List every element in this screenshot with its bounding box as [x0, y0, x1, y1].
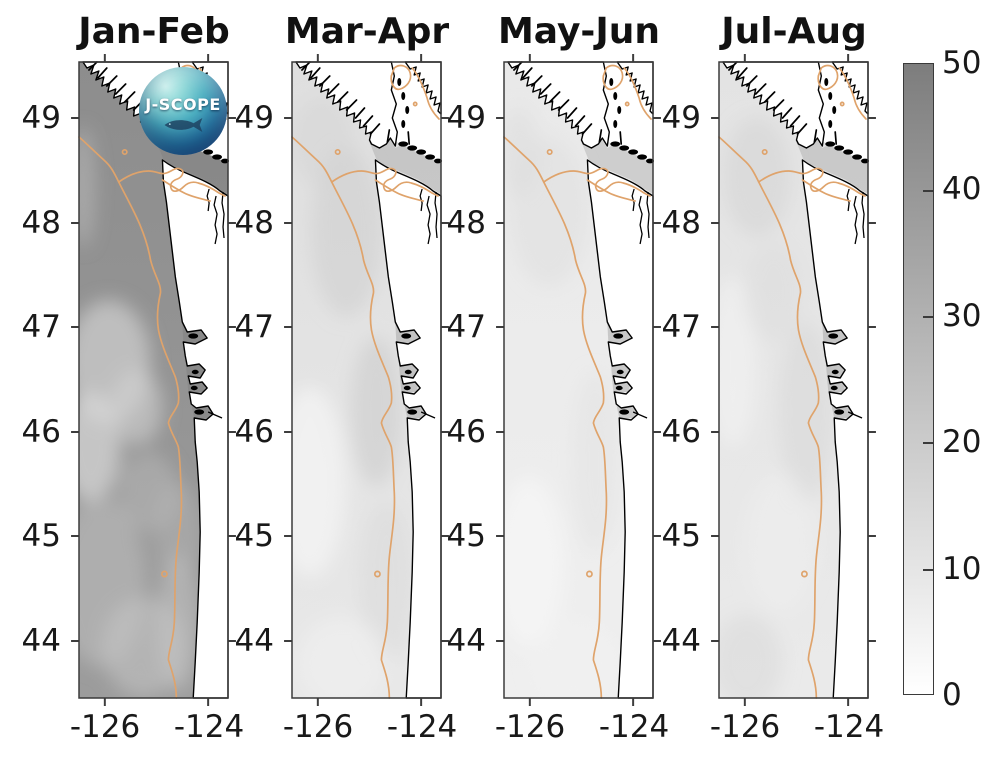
lon-tick-label: -124: [598, 709, 670, 745]
lat-tick-label: 45: [234, 518, 274, 554]
lat-tick-label: 44: [21, 623, 61, 659]
lat-tick-label: 47: [21, 309, 61, 345]
lat-tick-label: 46: [21, 414, 61, 450]
panel-title-jan-feb: Jan-Feb: [78, 11, 230, 52]
colorbar-tick-label: 10: [942, 551, 982, 587]
lat-tick-label: 47: [446, 309, 486, 345]
map-panel-mar-apr: [283, 53, 450, 707]
colorbar-tick-label: 50: [942, 45, 982, 81]
lon-tick-label: -124: [173, 709, 245, 745]
lat-tick-label: 44: [234, 623, 274, 659]
lon-tick-label: -126: [494, 709, 566, 745]
lat-tick-label: 46: [446, 414, 486, 450]
colorbar-tick-label: 0: [942, 677, 962, 713]
lat-tick-label: 48: [661, 205, 701, 241]
jscope-logo: J-SCOPE: [139, 67, 227, 155]
panel-title-may-jun: May-Jun: [497, 11, 661, 52]
lat-tick-label: 46: [234, 414, 274, 450]
map-panel-jan-feb: [70, 53, 237, 707]
lon-tick-label: -126: [282, 709, 354, 745]
colorbar-tick-label: 20: [942, 424, 982, 460]
lat-tick-label: 48: [446, 205, 486, 241]
lon-tick-label: -126: [709, 709, 781, 745]
lat-tick-label: 48: [234, 205, 274, 241]
lat-tick-label: 45: [446, 518, 486, 554]
lat-tick-label: 49: [446, 100, 486, 136]
lat-tick-label: 49: [21, 100, 61, 136]
lat-tick-label: 48: [21, 205, 61, 241]
lat-tick-label: 46: [661, 414, 701, 450]
lat-tick-label: 44: [661, 623, 701, 659]
lat-tick-label: 44: [446, 623, 486, 659]
lat-tick-label: 49: [661, 100, 701, 136]
lat-tick-label: 47: [661, 309, 701, 345]
colorbar-tick: [923, 442, 933, 444]
colorbar-tick-label: 30: [942, 298, 982, 334]
map-panel-may-jun: [495, 53, 662, 707]
colorbar: [903, 63, 934, 695]
lon-tick-label: -124: [813, 709, 885, 745]
lat-tick-label: 45: [661, 518, 701, 554]
panel-title-mar-apr: Mar-Apr: [284, 11, 450, 52]
colorbar-tick: [923, 316, 933, 318]
colorbar-tick-label: 40: [942, 171, 982, 207]
lat-tick-label: 49: [234, 100, 274, 136]
lat-tick-label: 45: [21, 518, 61, 554]
colorbar-tick: [923, 569, 933, 571]
colorbar-tick: [923, 190, 933, 192]
map-panel-jul-aug: [710, 53, 877, 707]
fish-icon: [164, 117, 203, 132]
lon-tick-label: -126: [69, 709, 141, 745]
lon-tick-label: -124: [386, 709, 458, 745]
panel-title-jul-aug: Jul-Aug: [721, 11, 867, 52]
jscope-logo-text: J-SCOPE: [145, 94, 221, 114]
lat-tick-label: 47: [234, 309, 274, 345]
